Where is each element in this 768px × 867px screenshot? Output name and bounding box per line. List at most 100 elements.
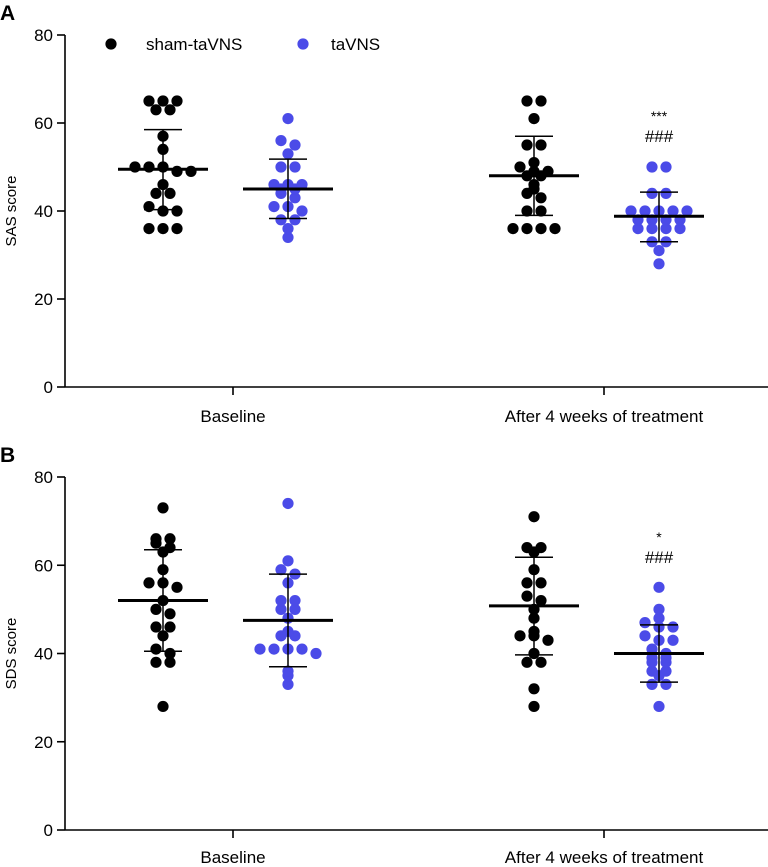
data-point	[528, 700, 540, 713]
data-point	[514, 630, 526, 642]
data-point	[171, 165, 183, 177]
y-tick-label: 60	[34, 114, 53, 133]
data-point	[625, 205, 637, 217]
data-point	[143, 161, 155, 173]
data-point	[157, 700, 169, 713]
data-point	[528, 511, 540, 523]
data-point	[268, 201, 280, 213]
data-point	[275, 594, 287, 607]
panel-letter: A	[0, 2, 15, 25]
data-point	[653, 603, 665, 615]
data-point	[646, 652, 658, 664]
data-point	[296, 179, 308, 191]
data-point	[143, 577, 155, 589]
data-point	[521, 205, 533, 217]
data-point	[535, 656, 547, 668]
data-point	[289, 594, 301, 607]
data-point	[653, 700, 665, 713]
legend-label-sham: sham-taVNS	[146, 35, 242, 54]
x-category-label: After 4 weeks of treatment	[505, 407, 704, 426]
data-point	[164, 187, 176, 199]
significance-stars: ***	[651, 108, 668, 124]
data-point	[275, 161, 287, 173]
data-point	[653, 245, 665, 257]
data-point	[646, 665, 658, 677]
data-point	[164, 621, 176, 633]
data-point	[164, 656, 176, 668]
chart-panel-b: B 0 20 40 60 80 SDS score Baseline After 4 weeks…	[0, 444, 768, 867]
data-point	[289, 192, 301, 204]
y-tick-label: 40	[34, 645, 53, 664]
data-point	[164, 647, 176, 660]
data-point	[667, 621, 679, 633]
data-point	[535, 594, 547, 607]
data-point	[150, 533, 162, 545]
data-point	[521, 139, 533, 151]
data-point	[507, 223, 519, 235]
series-sham	[118, 502, 579, 713]
data-point	[157, 95, 169, 107]
data-point	[681, 205, 693, 217]
y-tick-label: 0	[44, 821, 53, 840]
y-tick-label: 60	[34, 556, 53, 575]
data-point	[535, 223, 547, 235]
significance-hashes: ###	[645, 127, 674, 146]
y-tick-label: 80	[34, 468, 53, 487]
y-tick-label: 40	[34, 202, 53, 221]
x-category-label: Baseline	[200, 407, 265, 426]
data-point	[171, 223, 183, 235]
data-point	[254, 643, 266, 655]
data-point	[275, 214, 287, 226]
chart-panel-a: A 0 20 40 60 80 SAS score Baseline After 4 weeks…	[0, 2, 768, 426]
x-category-label: Baseline	[200, 848, 265, 867]
data-point	[275, 564, 287, 576]
data-point	[639, 617, 651, 629]
significance-stars: *	[656, 529, 662, 545]
data-point	[653, 258, 665, 270]
data-point	[171, 205, 183, 217]
data-point	[660, 161, 672, 173]
data-point	[632, 223, 644, 235]
data-point	[143, 223, 155, 235]
y-tick-label: 0	[44, 378, 53, 397]
data-point	[282, 231, 294, 243]
data-point	[646, 187, 658, 199]
data-point	[282, 678, 294, 690]
y-tick-label: 20	[34, 290, 53, 309]
legend: sham-taVNS taVNS	[105, 35, 380, 54]
data-point	[282, 665, 294, 677]
data-point	[164, 533, 176, 545]
data-point	[535, 95, 547, 107]
data-point	[653, 581, 665, 593]
data-point	[150, 621, 162, 633]
y-axis-title: SDS score	[3, 618, 20, 690]
data-point	[667, 205, 679, 217]
data-point	[521, 656, 533, 668]
data-point	[514, 161, 526, 173]
data-point	[157, 502, 169, 514]
data-point	[268, 643, 280, 655]
data-point	[535, 205, 547, 217]
data-point	[157, 205, 169, 217]
y-tick-label: 20	[34, 733, 53, 752]
data-point	[150, 104, 162, 116]
significance-hashes: ###	[645, 548, 674, 567]
data-point	[535, 577, 547, 589]
data-point	[143, 201, 155, 213]
data-point	[150, 643, 162, 655]
data-point	[674, 223, 686, 235]
data-point	[639, 205, 651, 217]
data-point	[275, 135, 287, 147]
data-point	[542, 634, 554, 646]
data-point	[171, 95, 183, 107]
data-point	[164, 608, 176, 620]
legend-label-tavns: taVNS	[331, 35, 380, 54]
data-point	[150, 603, 162, 615]
data-point	[549, 223, 561, 235]
legend-marker-tavns	[297, 38, 309, 50]
y-tick-label: 80	[34, 26, 53, 45]
data-point	[282, 555, 294, 567]
legend-marker-sham	[105, 38, 117, 50]
data-point	[171, 581, 183, 593]
